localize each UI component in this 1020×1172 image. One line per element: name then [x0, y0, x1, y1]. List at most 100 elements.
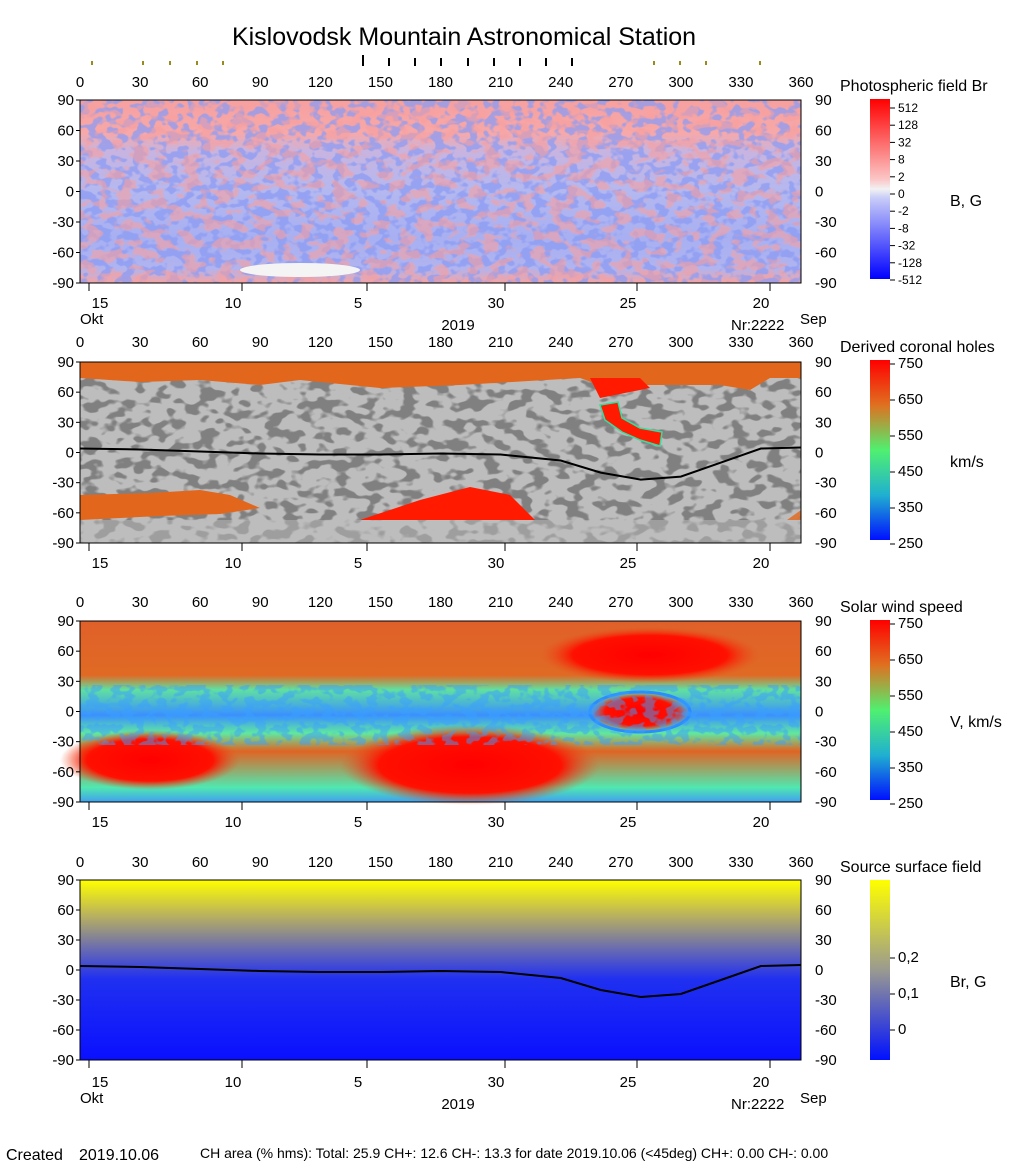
date-tick-label: 20	[753, 295, 770, 312]
longitude-tick-label: 60	[192, 594, 209, 611]
rotation-label: Nr:2222	[731, 1096, 784, 1113]
longitude-tick-label: 90	[252, 74, 269, 91]
latitude-tick-label-right: -60	[815, 505, 837, 522]
latitude-tick-label: -30	[52, 214, 74, 231]
latitude-tick-label-right: -60	[815, 764, 837, 781]
colorbar-label: 250	[898, 535, 923, 552]
latitude-tick-label: -90	[52, 794, 74, 811]
src-neutral-line	[79, 964, 802, 999]
longitude-tick-label: 360	[788, 594, 813, 611]
colorbar-label: 2	[898, 170, 905, 184]
src-colorbar	[870, 880, 890, 1060]
latitude-tick-label-right: -90	[815, 1052, 837, 1069]
date-tick-label: 10	[225, 295, 242, 312]
colorbar-label: 550	[898, 687, 923, 704]
latitude-tick-label: -60	[52, 764, 74, 781]
latitude-tick-label: 60	[57, 123, 74, 140]
longitude-tick-label: 90	[252, 334, 269, 351]
observation-marks	[91, 55, 761, 66]
panel-source-surface-field: Source surface field 0,2 0,1 0 Br, G	[79, 859, 986, 1061]
latitude-tick-label-right: 0	[815, 962, 823, 979]
longitude-tick-label: 30	[132, 334, 149, 351]
date-tick-label: 30	[488, 814, 505, 831]
longitude-tick-label: 90	[252, 854, 269, 871]
photo-south-patch	[240, 263, 360, 277]
colorbar-label: 0,2	[898, 949, 919, 966]
longitude-tick-label: 150	[368, 334, 393, 351]
latitude-tick-label: 60	[57, 643, 74, 660]
month-right: Sep	[800, 1090, 827, 1107]
latitude-tick-label: 90	[57, 613, 74, 630]
longitude-tick-label: 210	[488, 74, 513, 91]
longitude-tick-label: 60	[192, 334, 209, 351]
latitude-tick-label: 30	[57, 153, 74, 170]
longitude-tick-label: 300	[668, 334, 693, 351]
longitude-tick-label: 30	[132, 594, 149, 611]
latitude-tick-label-right: -30	[815, 734, 837, 751]
colorbar-label: -8	[898, 221, 909, 235]
colorbar-label: 750	[898, 355, 923, 372]
latitude-tick-label-right: 60	[815, 902, 832, 919]
latitude-tick-label-right: 30	[815, 673, 832, 690]
wind-unit: V, km/s	[950, 714, 1002, 731]
month-right: Sep	[800, 311, 827, 328]
latitude-tick-label: 60	[57, 902, 74, 919]
latitude-tick-label: -90	[52, 535, 74, 552]
colorbar-label: 450	[898, 723, 923, 740]
date-tick-label: 30	[488, 555, 505, 572]
longitude-tick-label: 150	[368, 74, 393, 91]
longitude-tick-label: 90	[252, 594, 269, 611]
longitude-tick-label: 30	[132, 854, 149, 871]
longitude-tick-label: 60	[192, 74, 209, 91]
ch-polar-south-mottle	[80, 520, 801, 543]
date-tick-label: 25	[620, 295, 637, 312]
latitude-tick-label: 30	[57, 673, 74, 690]
ch-neutral-line	[79, 446, 802, 481]
date-tick-label: 15	[92, 814, 109, 831]
wind-colorbar	[870, 620, 890, 800]
date-tick-label: 15	[92, 295, 109, 312]
latitude-tick-label: -30	[52, 734, 74, 751]
photo-colorbar-labels: 512 128 32 8 2 0 -2 -8 -32 -128 -512	[890, 101, 922, 287]
created-date: 2019.10.06	[79, 1147, 159, 1164]
ch-area-summary: CH area (% hms): Total: 25.9 CH+: 12.6 C…	[200, 1145, 828, 1161]
colorbar-label: 0	[898, 1021, 906, 1038]
latitude-tick-label-right: 60	[815, 384, 832, 401]
date-tick-label: 10	[225, 555, 242, 572]
latitude-tick-label-right: -90	[815, 794, 837, 811]
date-tick-label: 5	[354, 1074, 362, 1091]
date-tick-label: 20	[753, 555, 770, 572]
longitude-tick-label: 180	[428, 334, 453, 351]
latitude-tick-label: 30	[57, 414, 74, 431]
date-tick-label: 25	[620, 1074, 637, 1091]
panel-coronal-holes: Derived coronal holes 750 650 550 450 350 250…	[79, 339, 995, 552]
latitude-tick-label: 90	[57, 872, 74, 889]
longitude-tick-label: 270	[608, 854, 633, 871]
longitude-tick-label: 240	[548, 854, 573, 871]
colorbar-label: 550	[898, 427, 923, 444]
date-tick-label: 15	[92, 555, 109, 572]
longitude-tick-label: 120	[308, 334, 333, 351]
month-left: Okt	[80, 311, 104, 328]
created-label: Created	[6, 1147, 63, 1164]
src-unit: Br, G	[950, 974, 986, 991]
longitude-tick-label: 330	[728, 334, 753, 351]
colorbar-label: -512	[898, 273, 922, 287]
latitude-tick-label-right: -30	[815, 475, 837, 492]
date-tick-label: 5	[354, 814, 362, 831]
latitude-tick-label-right: -30	[815, 214, 837, 231]
longitude-tick-label: 0	[76, 594, 84, 611]
latitude-tick-label: 0	[66, 445, 74, 462]
longitude-tick-label: 210	[488, 334, 513, 351]
latitude-tick-label: -90	[52, 275, 74, 292]
colorbar-label: 8	[898, 153, 905, 167]
colorbar-label: 750	[898, 615, 923, 632]
latitude-tick-label-right: -60	[815, 1022, 837, 1039]
colorbar-label: 0,1	[898, 985, 919, 1002]
longitude-tick-label: 240	[548, 594, 573, 611]
ch-mid-hole	[599, 401, 663, 447]
chart-title: Kislovodsk Mountain Astronomical Station	[232, 23, 696, 51]
latitude-tick-label: 0	[66, 962, 74, 979]
